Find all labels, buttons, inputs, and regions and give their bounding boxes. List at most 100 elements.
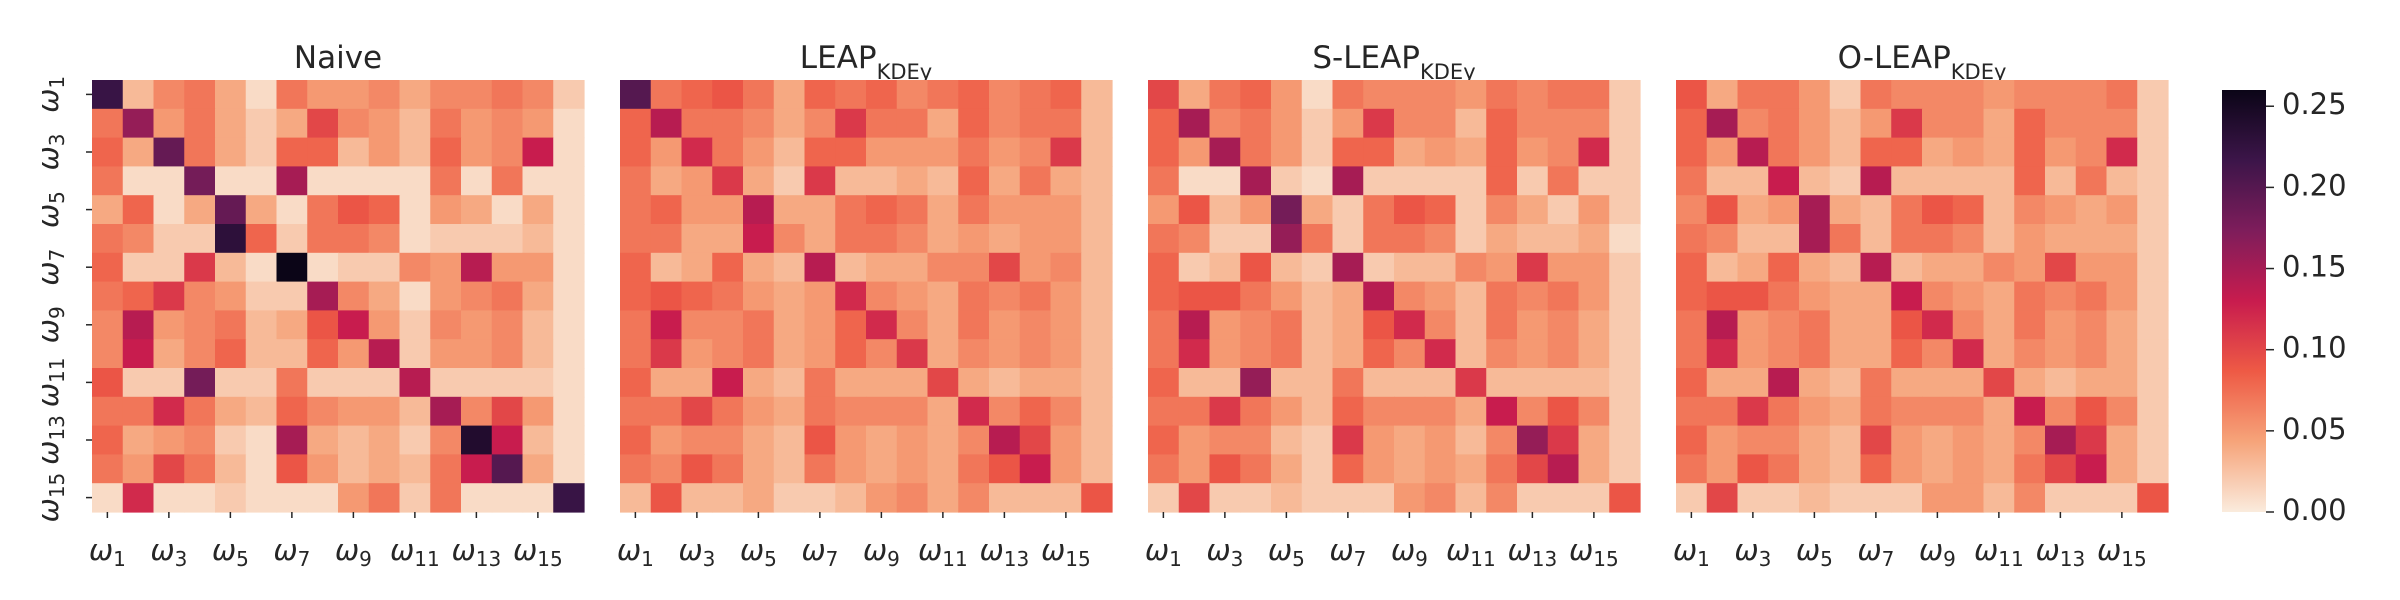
heatmap-cell <box>553 454 585 484</box>
heatmap-cell <box>1455 166 1487 196</box>
heatmap-cell <box>399 396 431 427</box>
y-tick-label: ω13 <box>31 415 69 465</box>
heatmap-cell <box>553 310 585 340</box>
x-tick-label: ω7 <box>1857 533 1894 571</box>
heatmap-cell <box>2014 166 2046 196</box>
heatmap-cell <box>1394 425 1426 455</box>
heatmap-cell <box>368 368 401 398</box>
heatmap-cell <box>1209 252 1241 283</box>
heatmap-cell <box>1209 281 1241 311</box>
heatmap-cell <box>1983 425 2015 455</box>
heatmap-cell <box>2014 252 2046 283</box>
heatmap-cell <box>430 252 462 283</box>
y-tick-label: ω1 <box>31 76 69 113</box>
heatmap-cell <box>245 454 278 484</box>
heatmap-cell <box>461 166 493 196</box>
heatmap-cell <box>681 483 713 513</box>
heatmap-cell <box>1301 339 1334 369</box>
x-tick-label: ω13 <box>1508 533 1558 571</box>
heatmap-cell <box>1486 310 1518 340</box>
heatmap-cell <box>1922 137 1954 167</box>
heatmap-cell <box>92 252 124 283</box>
heatmap-cell <box>1050 396 1082 427</box>
heatmap-cell <box>712 310 744 340</box>
heatmap-cell <box>2137 396 2169 427</box>
heatmap-cell <box>245 425 278 455</box>
heatmap-cell <box>1301 281 1334 311</box>
heatmap-cell <box>184 195 216 225</box>
heatmap-cell <box>866 195 898 225</box>
heatmap-cell <box>368 195 401 225</box>
heatmap-cell <box>1332 108 1364 139</box>
heatmap-cell <box>553 339 585 369</box>
heatmap-cell <box>650 425 683 455</box>
heatmap-cell <box>1486 396 1518 427</box>
heatmap-cell <box>553 425 585 455</box>
heatmap-cell <box>245 252 278 283</box>
heatmap-cell <box>122 396 155 427</box>
heatmap-cell <box>522 454 554 484</box>
heatmap-cell <box>989 137 1021 167</box>
heatmap-cell <box>1424 483 1457 513</box>
heatmap-cell <box>1178 137 1211 167</box>
heatmap-cell <box>1768 396 1800 427</box>
heatmap-cell <box>307 195 339 225</box>
heatmap-cell <box>1799 396 1831 427</box>
heatmap-cell <box>1394 396 1426 427</box>
x-tick-label: ω15 <box>1569 533 1619 571</box>
heatmap-cell <box>866 108 898 139</box>
heatmap-cell <box>2106 310 2138 340</box>
heatmap-panel <box>620 80 1113 513</box>
heatmap-cell <box>92 224 124 254</box>
heatmap-cell <box>650 310 683 340</box>
heatmap-cell <box>958 368 990 398</box>
heatmap-cell <box>620 396 652 427</box>
heatmap-cell <box>896 224 929 254</box>
heatmap-cell <box>2106 252 2138 283</box>
heatmap-cell <box>866 396 898 427</box>
heatmap-cell <box>522 224 554 254</box>
heatmap-cell <box>276 281 308 311</box>
heatmap-cell <box>866 166 898 196</box>
heatmap-cell <box>1768 108 1800 139</box>
heatmap-cell <box>835 195 867 225</box>
heatmap-cell <box>804 252 836 283</box>
heatmap-cell <box>399 137 431 167</box>
heatmap-cell <box>1148 195 1180 225</box>
heatmap-cell <box>92 166 124 196</box>
heatmap-cell <box>399 339 431 369</box>
colorbar-tick-label: 0.05 <box>2282 412 2347 446</box>
heatmap-cell <box>368 252 401 283</box>
heatmap-cell <box>1578 137 1610 167</box>
heatmap-cell <box>2106 224 2138 254</box>
heatmap-cell <box>215 166 247 196</box>
heatmap-cell <box>276 80 308 110</box>
heatmap-cell <box>1768 195 1800 225</box>
heatmap-cell <box>773 80 806 110</box>
heatmap-cell <box>1394 368 1426 398</box>
heatmap-cell <box>522 425 554 455</box>
y-tick-label: ω9 <box>31 306 69 343</box>
heatmap-cell <box>773 195 806 225</box>
heatmap-cell <box>1050 80 1082 110</box>
heatmap-cell <box>1983 483 2015 513</box>
heatmap-cell <box>491 396 524 427</box>
heatmap-cell <box>461 425 493 455</box>
x-tick-label: ω11 <box>1974 533 2024 571</box>
heatmap-cell <box>122 339 155 369</box>
heatmap-cell <box>307 108 339 139</box>
panel-title-text: O-LEAP <box>1837 40 1951 76</box>
heatmap-cell <box>958 252 990 283</box>
heatmap-cell <box>1737 166 1769 196</box>
heatmap-cell <box>712 454 744 484</box>
heatmap-cell <box>835 368 867 398</box>
heatmap-cell <box>1829 310 1862 340</box>
heatmap-cell <box>215 224 247 254</box>
heatmap-cell <box>1578 108 1610 139</box>
heatmap-cell <box>307 281 339 311</box>
heatmap-cell <box>835 108 867 139</box>
heatmap-cell <box>1424 310 1457 340</box>
heatmap-cell <box>245 166 278 196</box>
heatmap-cell <box>927 339 959 369</box>
heatmap-cell <box>276 310 308 340</box>
